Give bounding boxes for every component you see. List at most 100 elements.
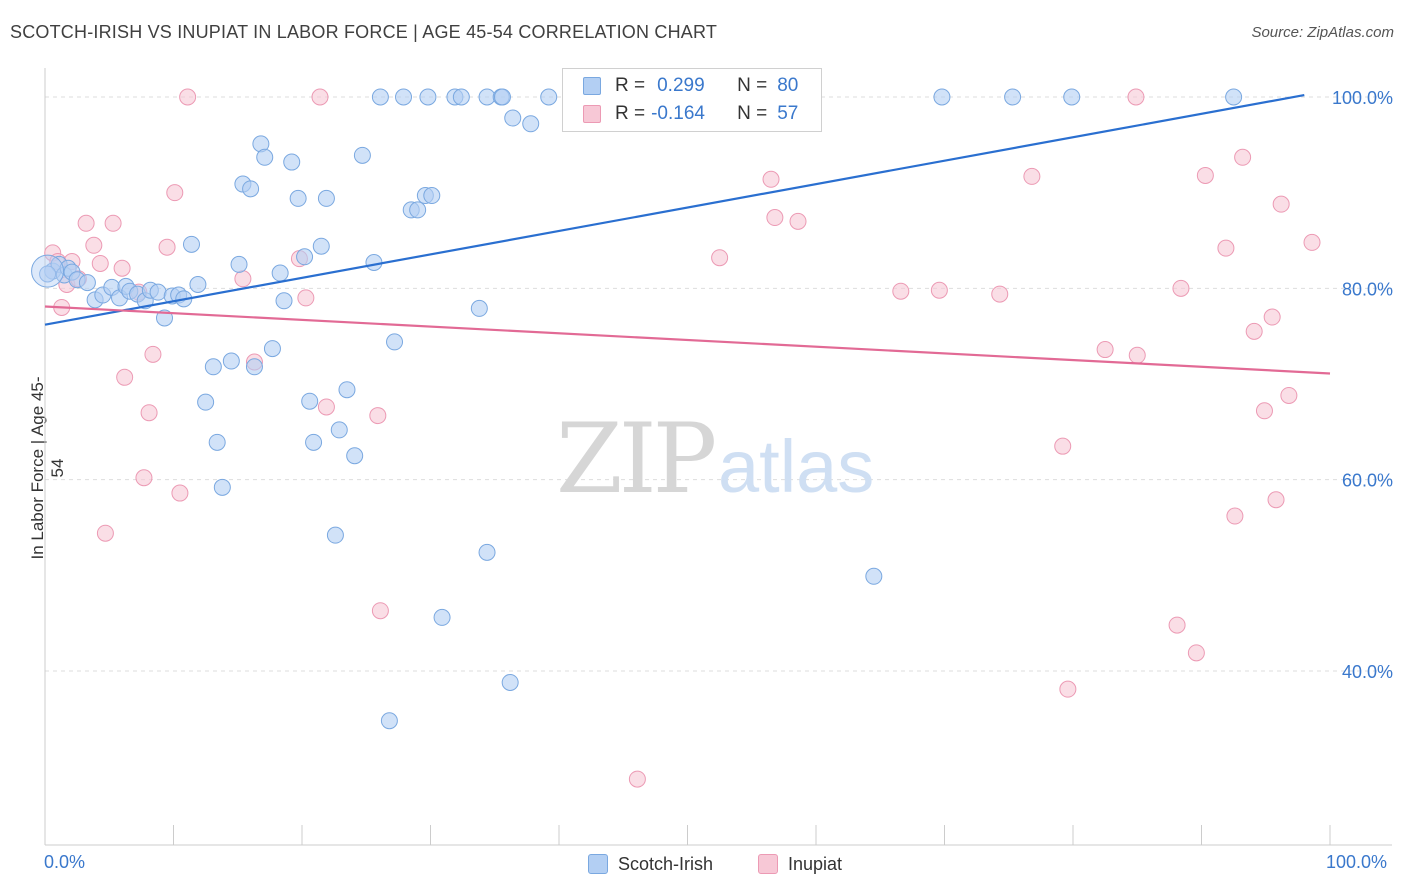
inupiat-point — [1059, 680, 1077, 698]
scotch-irish-point — [204, 358, 222, 376]
scotch-irish-legend-swatch — [588, 854, 608, 874]
watermark-atlas: atlas — [718, 425, 874, 508]
scotch-irish-point — [478, 543, 496, 561]
scotch-irish-point — [386, 333, 404, 351]
scotch-irish-point — [1225, 88, 1243, 106]
scotch-irish-point — [301, 392, 319, 410]
scotch-irish-point — [504, 109, 522, 127]
scotch-irish-point — [208, 433, 226, 451]
scotch-irish-point — [312, 237, 330, 255]
inupiat-point — [711, 249, 729, 267]
inupiat-point — [766, 209, 784, 227]
scotch-irish-point — [346, 447, 364, 465]
n-label: N = — [737, 103, 768, 124]
legend-item-scotch-irish[interactable]: Scotch-Irish — [588, 852, 713, 876]
inupiat-point — [1280, 386, 1298, 404]
scotch-irish-point — [222, 352, 240, 370]
scotch-irish-series — [31, 88, 1243, 730]
inupiat-swatch — [583, 105, 601, 123]
r-value-inupiat: -0.164 — [651, 103, 705, 124]
inupiat-point — [1272, 195, 1290, 213]
scotch-irish-point — [338, 381, 356, 399]
inupiat-point — [1255, 402, 1273, 420]
legend-row-scotch-irish: R = 0.299 N = 80 — [583, 74, 798, 98]
watermark: ZIP atlas — [556, 403, 874, 515]
scotch-irish-point — [275, 292, 293, 310]
inupiat-point — [1196, 166, 1214, 184]
scotch-irish-point — [493, 88, 511, 106]
inupiat-point — [171, 484, 189, 502]
scotch-irish-point — [522, 115, 540, 133]
inupiat-point — [116, 368, 134, 386]
scotch-irish-point — [271, 264, 289, 282]
scotch-irish-point — [149, 283, 167, 301]
inupiat-point — [1217, 239, 1235, 257]
inupiat-point — [1245, 322, 1263, 340]
scotch-irish-point — [452, 88, 470, 106]
inupiat-point — [96, 524, 114, 542]
inupiat-point — [1128, 346, 1146, 364]
inupiat-point — [1263, 308, 1281, 326]
x-tick-label-100: 100.0% — [1326, 852, 1388, 872]
inupiat-point — [140, 404, 158, 422]
scotch-irish-point — [433, 608, 451, 626]
inupiat-trend-line — [44, 305, 1331, 375]
source-label: Source: ZipAtlas.com — [1251, 24, 1394, 41]
scotch-irish-point — [263, 340, 281, 358]
legend-label-inupiat: Inupiat — [788, 853, 843, 874]
scotch-irish-point — [242, 180, 260, 198]
inupiat-point — [1096, 341, 1114, 359]
scotch-irish-point — [296, 248, 314, 266]
scotch-irish-point — [78, 274, 96, 292]
inupiat-point — [297, 289, 315, 307]
scotch-irish-point — [326, 526, 344, 544]
inupiat-point — [991, 285, 1009, 303]
r-value-scotch-irish: 0.299 — [657, 75, 705, 96]
scotch-irish-point — [478, 88, 496, 106]
scotch-irish-point — [283, 153, 301, 171]
scotch-irish-point — [371, 88, 389, 106]
inupiat-point — [369, 407, 387, 425]
inupiat-legend-swatch — [758, 854, 778, 874]
legend-item-inupiat[interactable]: Inupiat — [758, 852, 842, 876]
scotch-irish-point — [213, 478, 231, 496]
scotch-irish-point — [353, 146, 371, 164]
inupiat-point — [1172, 279, 1190, 297]
scotch-irish-point — [933, 88, 951, 106]
legend-label-scotch-irish: Scotch-Irish — [618, 853, 714, 874]
scotch-irish-point — [365, 254, 383, 272]
chart-title: SCOTCH-IRISH VS INUPIAT IN LABOR FORCE |… — [10, 22, 718, 42]
scotch-irish-point — [540, 88, 558, 106]
scotch-irish-point — [305, 433, 323, 451]
y-tick-label: 40.0% — [1342, 662, 1393, 682]
inupiat-point — [789, 212, 807, 230]
x-tick-label-0: 0.0% — [44, 852, 86, 872]
inupiat-point — [1127, 88, 1145, 106]
inupiat-point — [762, 170, 780, 188]
inupiat-point — [144, 345, 162, 363]
inupiat-point — [1267, 491, 1285, 509]
inupiat-point — [311, 88, 329, 106]
legend-row-inupiat: R = -0.164 N = 57 — [583, 102, 798, 126]
scotch-irish-point — [289, 189, 307, 207]
inupiat-point — [77, 214, 95, 232]
scotch-irish-point — [470, 299, 488, 317]
inupiat-point — [1023, 167, 1041, 185]
inupiat-point — [135, 469, 153, 487]
scotch-irish-point — [256, 148, 274, 166]
scotch-irish-point — [380, 712, 398, 730]
n-label: N = — [737, 75, 768, 96]
y-tick-label: 60.0% — [1342, 471, 1393, 491]
scotch-irish-point — [245, 358, 263, 376]
inupiat-point — [1168, 616, 1186, 634]
inupiat-point — [234, 270, 252, 288]
inupiat-point — [371, 602, 389, 620]
scotch-irish-point — [330, 421, 348, 439]
inupiat-point — [317, 398, 335, 416]
scotch-irish-point — [197, 393, 215, 411]
scotch-irish-point — [865, 567, 883, 585]
watermark-zip: ZIP — [556, 403, 715, 515]
scotch-irish-point — [501, 673, 519, 691]
scotch-irish-point — [409, 201, 427, 219]
